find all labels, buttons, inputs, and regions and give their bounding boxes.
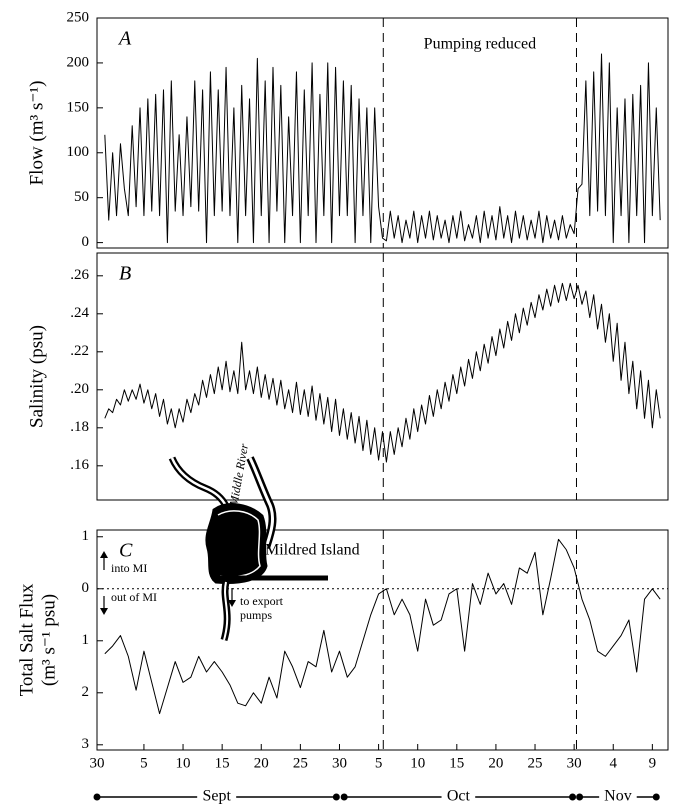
y-tick-label: 50 — [74, 189, 89, 205]
month-label: Nov — [604, 788, 632, 805]
x-tick-label: 4 — [609, 755, 617, 771]
arrowhead — [228, 600, 236, 607]
panel-label: A — [117, 28, 132, 50]
x-tick-label: 10 — [410, 755, 425, 771]
x-tick-label: 25 — [528, 755, 543, 771]
channel-inner — [223, 581, 229, 641]
y-axis-label: Salinity (psu) — [26, 325, 47, 428]
x-tick-label: 20 — [488, 755, 503, 771]
x-tick-label: 5 — [140, 755, 148, 771]
y-tick-label: 0 — [82, 234, 90, 250]
island — [205, 503, 268, 584]
y-axis-label: Flow (m³ s⁻¹) — [26, 81, 47, 186]
y-tick-label: 100 — [67, 144, 90, 160]
y-tick-label: .22 — [70, 343, 89, 359]
x-tick-label: 30 — [90, 755, 105, 771]
x-tick-label: 20 — [254, 755, 269, 771]
arrowhead — [100, 608, 108, 615]
river-label: Middle River — [226, 442, 251, 508]
y-tick-label: 2 — [82, 684, 90, 700]
x-tick-label: 10 — [176, 755, 191, 771]
river-channel — [168, 456, 230, 508]
panel-label: C — [119, 540, 133, 562]
x-tick-label: 5 — [375, 755, 383, 771]
y-tick-label: 250 — [67, 9, 90, 25]
y-tick-label: 0 — [82, 580, 90, 596]
data-line — [104, 538, 661, 715]
month-label: Oct — [447, 788, 471, 805]
panel-label: B — [119, 263, 131, 285]
y-tick-label: 1 — [82, 528, 90, 544]
x-tick-label: 25 — [293, 755, 308, 771]
arrowhead — [100, 551, 108, 558]
y-tick-label: 1 — [82, 632, 90, 648]
y-tick-label: 150 — [67, 99, 90, 115]
data-line — [104, 53, 661, 244]
annotation: Pumping reduced — [424, 36, 536, 53]
x-tick-label: 30 — [567, 755, 582, 771]
x-tick-label: 15 — [449, 755, 464, 771]
y-tick-label: 200 — [67, 54, 90, 70]
x-tick-label: 9 — [649, 755, 657, 771]
month-label: Sept — [202, 788, 231, 805]
y-tick-label: .18 — [70, 419, 89, 435]
y-tick-label: .20 — [70, 381, 89, 397]
y-tick-label: .16 — [70, 457, 89, 473]
month-start — [576, 793, 584, 801]
data-line — [104, 282, 661, 463]
river-channel-inner — [248, 457, 274, 549]
x-tick-label: 15 — [215, 755, 230, 771]
island-label: Mildred Island — [265, 542, 360, 559]
month-start — [340, 793, 348, 801]
month-start — [93, 793, 101, 801]
inset-label: into MI — [111, 561, 147, 575]
month-end — [332, 793, 340, 801]
x-tick-label: 30 — [332, 755, 347, 771]
river-channel-inner — [170, 457, 228, 507]
y-tick-label: 3 — [82, 736, 90, 752]
plot-frame — [96, 17, 669, 249]
y-tick-label: .26 — [70, 267, 89, 283]
plot-frame — [96, 252, 669, 501]
inset-map: Middle River Mildred Island into MI out … — [100, 442, 360, 641]
inset-label: to export — [240, 594, 284, 608]
inset-label: pumps — [240, 608, 272, 622]
month-end — [652, 793, 660, 801]
month-end — [569, 793, 577, 801]
plot-frame — [96, 529, 669, 751]
y-tick-label: .24 — [70, 305, 89, 321]
y-axis-label: (m³ s⁻¹ psu) — [38, 594, 59, 686]
y-axis-label: Total Salt Flux — [16, 583, 37, 696]
inset-label: out of MI — [111, 590, 157, 604]
